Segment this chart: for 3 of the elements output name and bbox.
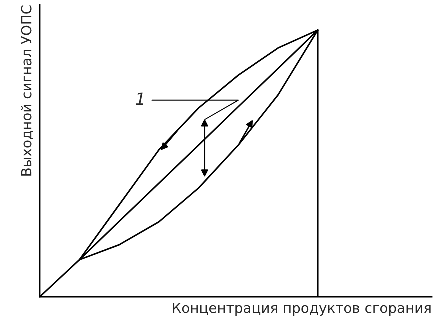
x-axis-title: Концентрация продуктов сгорания (173, 302, 431, 316)
annotation: 1 (136, 92, 144, 105)
y-axis-title: Выходной сигнал УОПС (21, 6, 34, 176)
